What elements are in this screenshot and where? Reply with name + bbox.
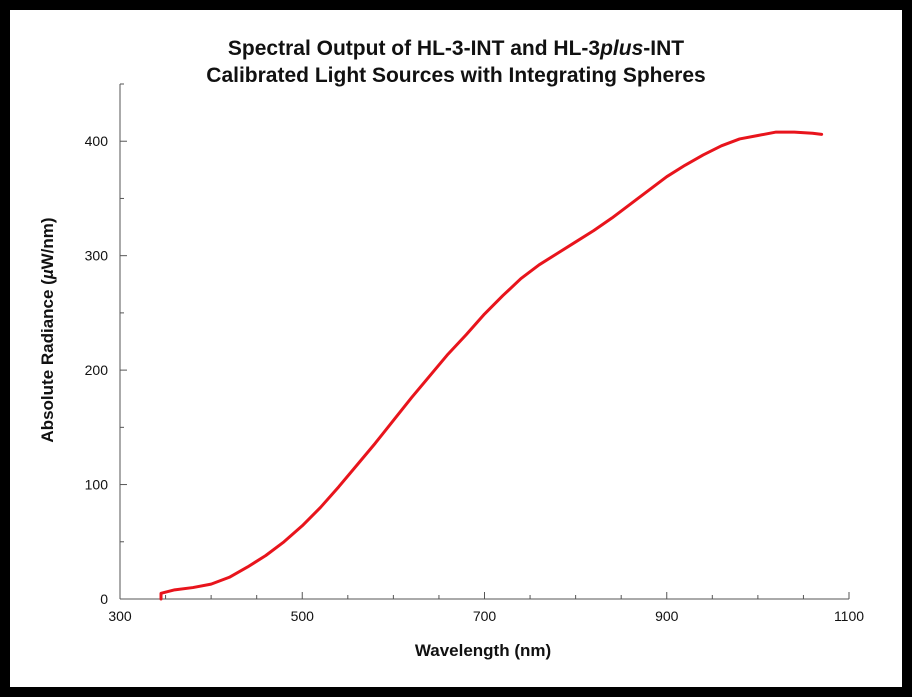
chart-title-line-2: Calibrated Light Sources with Integratin… xyxy=(206,64,705,87)
ticks: 300 500 700 900 1100 0 100 200 300 400 xyxy=(85,83,864,624)
x-axis-label: Wavelength (nm) xyxy=(415,641,551,660)
axes xyxy=(119,84,849,600)
y-axis-label: Absolute Radiance (µW/nm) xyxy=(38,217,57,442)
series-line-0 xyxy=(159,130,824,601)
chart-title-line-1: Spectral Output of HL-3-INT and HL-3plus… xyxy=(228,37,684,60)
series-group xyxy=(159,130,824,601)
x-tick-label: 500 xyxy=(291,608,315,624)
x-tick-label: 300 xyxy=(108,608,132,624)
y-tick-label: 200 xyxy=(85,362,109,378)
y-tick-label: 400 xyxy=(85,133,109,149)
x-tick-label: 1100 xyxy=(834,608,864,624)
y-tick-label: 100 xyxy=(85,477,109,493)
y-tick-label: 300 xyxy=(85,248,109,264)
y-tick-label: 0 xyxy=(100,591,108,607)
x-tick-label: 700 xyxy=(473,608,497,624)
x-tick-label: 900 xyxy=(655,608,679,624)
